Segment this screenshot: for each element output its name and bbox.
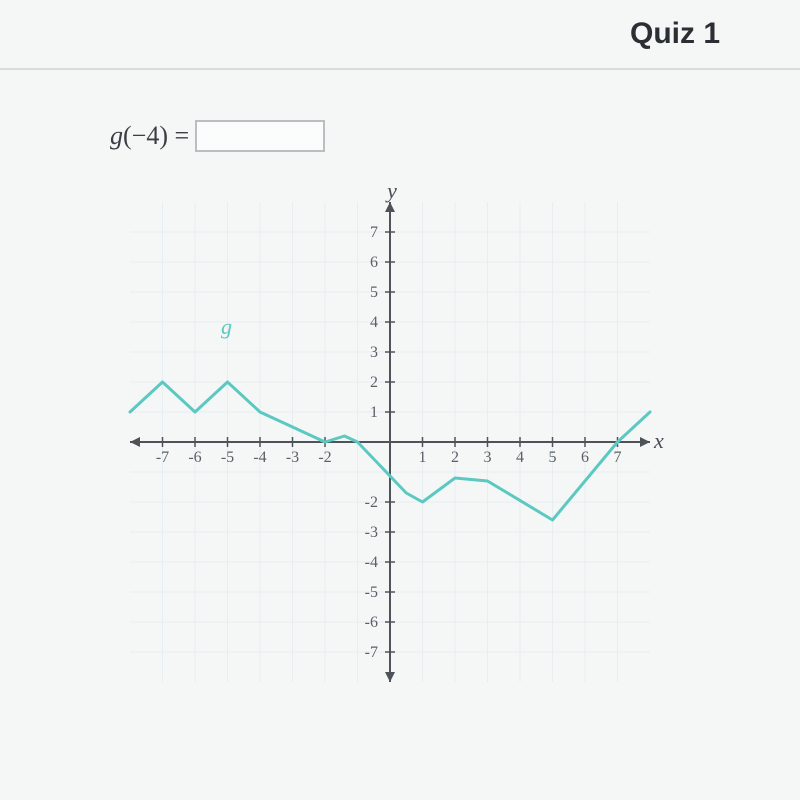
svg-text:5: 5 — [549, 449, 557, 466]
svg-text:-3: -3 — [365, 524, 378, 541]
svg-text:4: 4 — [370, 314, 378, 331]
svg-text:3: 3 — [484, 449, 492, 466]
svg-text:x: x — [653, 428, 664, 453]
page-title: Quiz 1 — [630, 17, 720, 51]
svg-text:6: 6 — [581, 449, 589, 466]
svg-text:7: 7 — [370, 224, 378, 241]
svg-text:-7: -7 — [365, 644, 378, 661]
svg-text:-6: -6 — [365, 614, 378, 631]
svg-text:7: 7 — [614, 449, 622, 466]
svg-text:-4: -4 — [365, 554, 378, 571]
function-chart: -7 -6 -5 -4 -3 -2 1 2 3 4 5 6 7 1 2 3 4 5 6 7 -2 -3 -4 -5 -6 -7 y x… — [110, 182, 670, 702]
svg-text:g: g — [221, 314, 232, 339]
svg-text:5: 5 — [370, 284, 378, 301]
svg-text:-3: -3 — [286, 449, 299, 466]
svg-text:-2: -2 — [318, 449, 331, 466]
question-prompt: g(−4) = — [110, 120, 800, 152]
svg-text:-6: -6 — [188, 449, 201, 466]
chart-svg: -7 -6 -5 -4 -3 -2 1 2 3 4 5 6 7 1 2 3 4 5 6 7 -2 -3 -4 -5 -6 -7 y x… — [110, 182, 670, 702]
svg-text:-7: -7 — [156, 449, 169, 466]
svg-text:-2: -2 — [365, 494, 378, 511]
svg-text:2: 2 — [370, 374, 378, 391]
svg-text:4: 4 — [516, 449, 524, 466]
svg-text:1: 1 — [370, 404, 378, 421]
svg-text:6: 6 — [370, 254, 378, 271]
svg-text:-4: -4 — [253, 449, 266, 466]
header: Quiz 1 — [0, 0, 800, 70]
svg-text:1: 1 — [419, 449, 427, 466]
content: g(−4) = -7 -6 -5 -4 -3 -2 1 2 3 4 5 6 7 1 2 3 4 5 6 7 -2 -3 -4… — [0, 70, 800, 702]
svg-text:-5: -5 — [221, 449, 234, 466]
svg-text:3: 3 — [370, 344, 378, 361]
svg-text:y: y — [385, 182, 397, 203]
svg-text:-5: -5 — [365, 584, 378, 601]
prompt-func: g(−4) = — [110, 121, 189, 151]
svg-text:2: 2 — [451, 449, 459, 466]
answer-input[interactable] — [195, 120, 325, 152]
